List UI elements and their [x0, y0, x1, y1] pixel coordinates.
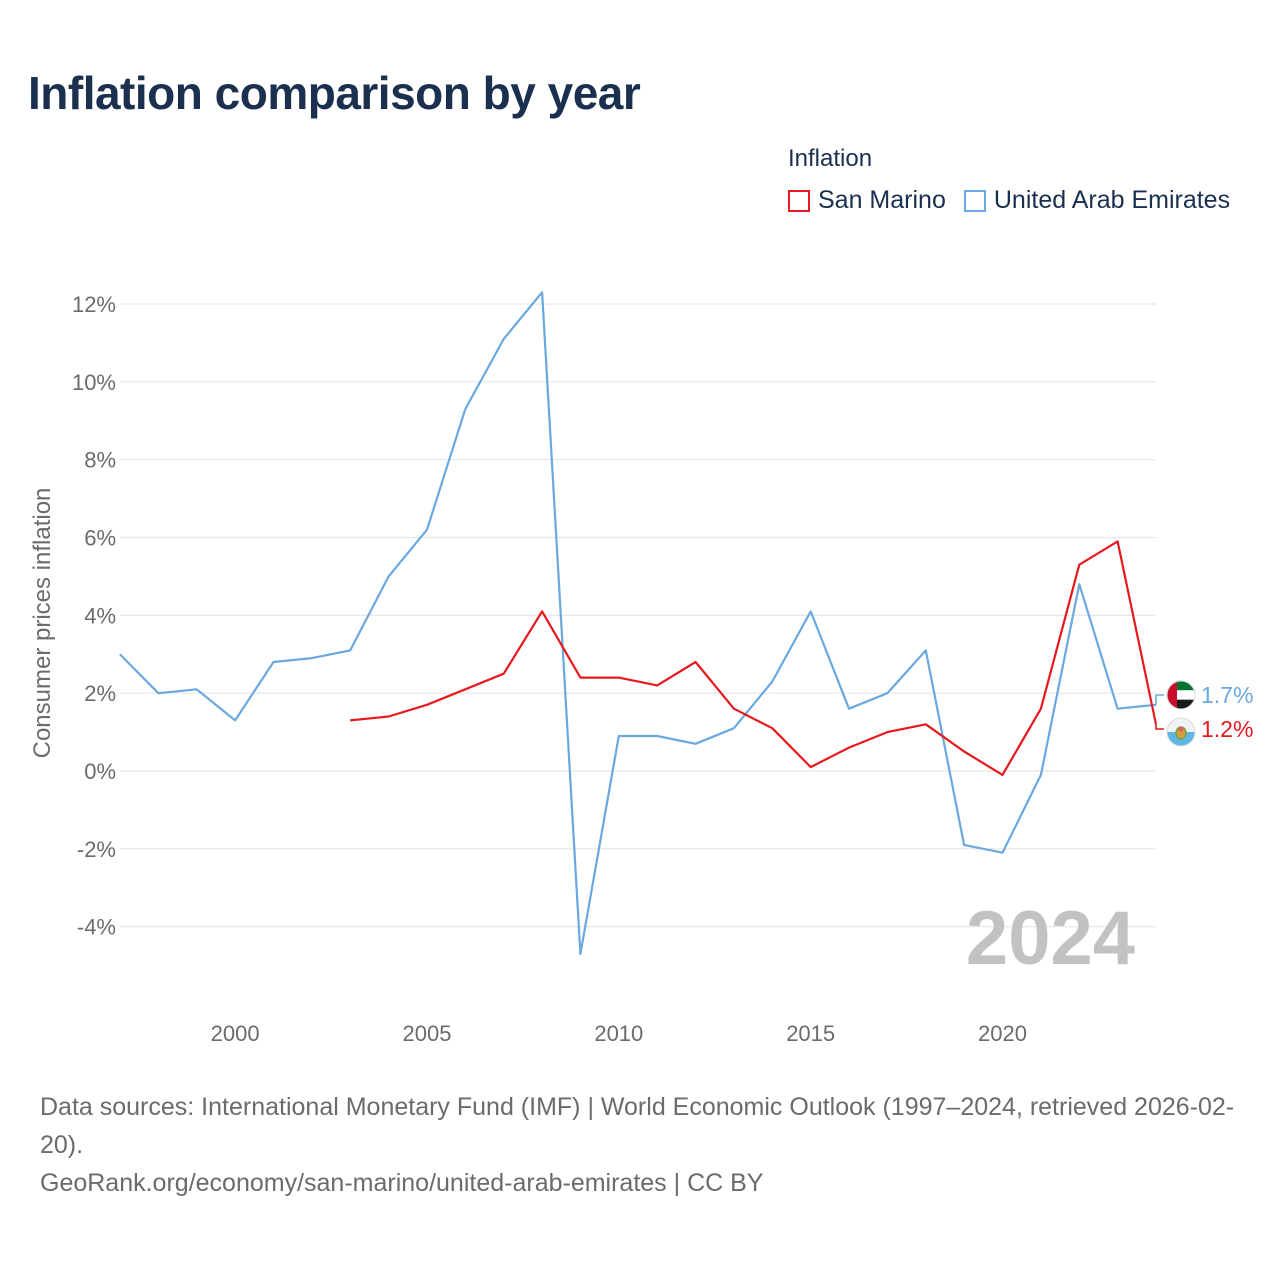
legend-swatch-uae	[963, 189, 986, 212]
legend-item-uae[interactable]: United Arab Emirates	[963, 186, 1231, 215]
end-connector	[1155, 724, 1164, 730]
end-label-uae: 1.7%	[1201, 682, 1253, 708]
x-tick-label: 2010	[594, 1021, 643, 1046]
grid-lines	[120, 303, 1156, 928]
y-tick-label: -4%	[77, 915, 116, 940]
end-label-san-marino: 1.2%	[1201, 716, 1253, 742]
line-chart: -4%-2%0%2%4%6%8%10%12% 2000 2005 2010 2015 2…	[29, 291, 1253, 1046]
series-line-san-marino	[350, 540, 1158, 777]
x-tick-label: 2000	[211, 1021, 260, 1046]
y-axis-label: Consumer prices inflation	[29, 488, 56, 759]
uae-flag-icon	[1167, 681, 1195, 709]
series-lines	[119, 291, 1158, 956]
legend-title: Inflation	[788, 145, 873, 172]
chart-title: Inflation comparison by year	[28, 67, 641, 119]
data-sources: Data sources: International Monetary Fun…	[40, 1093, 1235, 1159]
x-tick-label: 2020	[978, 1021, 1027, 1046]
footer: Data sources: International Monetary Fun…	[40, 1088, 1250, 1202]
legend-label-san-marino: San Marino	[818, 186, 946, 214]
y-tick-label: 0%	[84, 759, 116, 784]
y-tick-label: 10%	[72, 370, 116, 395]
x-tick-labels: 2000 2005 2010 2015 2020	[211, 1021, 1027, 1046]
legend-label-uae: United Arab Emirates	[993, 186, 1231, 214]
x-tick-label: 2015	[786, 1021, 835, 1046]
y-tick-label: 2%	[84, 681, 116, 706]
series-line-uae	[119, 291, 1157, 956]
y-tick-label: 4%	[84, 603, 116, 628]
legend: San Marino United Arab Emirates	[788, 186, 1248, 215]
y-tick-labels: -4% -2% 0% 2% 4% 6% 8% 10% 12%	[72, 292, 116, 940]
y-tick-label: 6%	[84, 526, 116, 551]
legend-item-san-marino[interactable]: San Marino	[788, 186, 946, 215]
end-connector	[1155, 694, 1164, 705]
y-tick-label: -2%	[77, 837, 116, 862]
y-tick-label: 12%	[72, 292, 116, 317]
legend-swatch-san-marino	[788, 189, 810, 212]
source-link[interactable]: GeoRank.org/economy/san-marino/united-ar…	[40, 1169, 764, 1197]
y-tick-label: 8%	[84, 448, 116, 473]
san-marino-flag-icon	[1167, 718, 1195, 746]
year-watermark: 2024	[966, 896, 1135, 981]
x-tick-label: 2005	[402, 1021, 451, 1046]
end-markers: 1.7% 1.2%	[1155, 680, 1253, 747]
